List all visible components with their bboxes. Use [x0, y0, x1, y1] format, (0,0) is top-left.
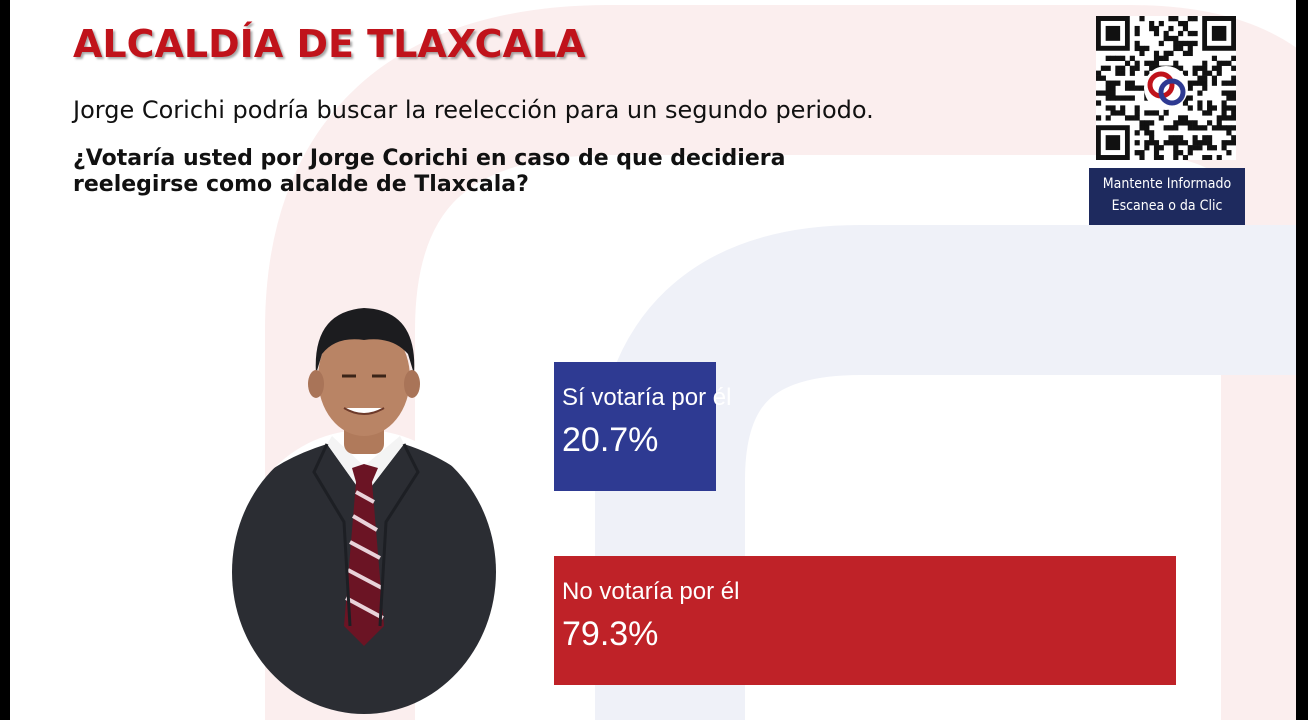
qr-code[interactable]: [1096, 16, 1237, 161]
bar-no-value: 79.3%: [562, 615, 659, 653]
bar-si-label: Sí votaría por él: [562, 384, 732, 411]
poll-question-line-1: ¿Votaría usted por Jorge Corichi en caso…: [73, 146, 786, 171]
poll-question-line-2: reelegirse como alcalde de Tlaxcala?: [73, 172, 529, 197]
qr-caption: Mantente Informado Escanea o da Clic: [1089, 168, 1245, 225]
bar-si: Sí votaría por él 20.7%: [554, 362, 732, 491]
page-title: ALCALDÍA DE TLAXCALA: [73, 22, 586, 66]
qr-caption-line-2: Escanea o da Clic: [1111, 198, 1223, 214]
bar-no: No votaría por él 79.3%: [554, 556, 1176, 685]
poll-question: ¿Votaría usted por Jorge Corichi en caso…: [73, 146, 973, 198]
bar-si-value: 20.7%: [562, 421, 659, 459]
poll-bar-chart: Sí votaría por él 20.7% No votaría por é…: [10, 0, 1296, 720]
qr-caption-line-1: Mantente Informado: [1102, 176, 1232, 192]
poll-card: ALCALDÍA DE TLAXCALA Jorge Corichi podrí…: [10, 0, 1296, 720]
page-subtitle: Jorge Corichi podría buscar la reelecció…: [73, 96, 874, 124]
bar-no-label: No votaría por él: [562, 578, 740, 605]
qr-code-icon: [1096, 16, 1237, 161]
candidate-photo: [232, 308, 496, 714]
